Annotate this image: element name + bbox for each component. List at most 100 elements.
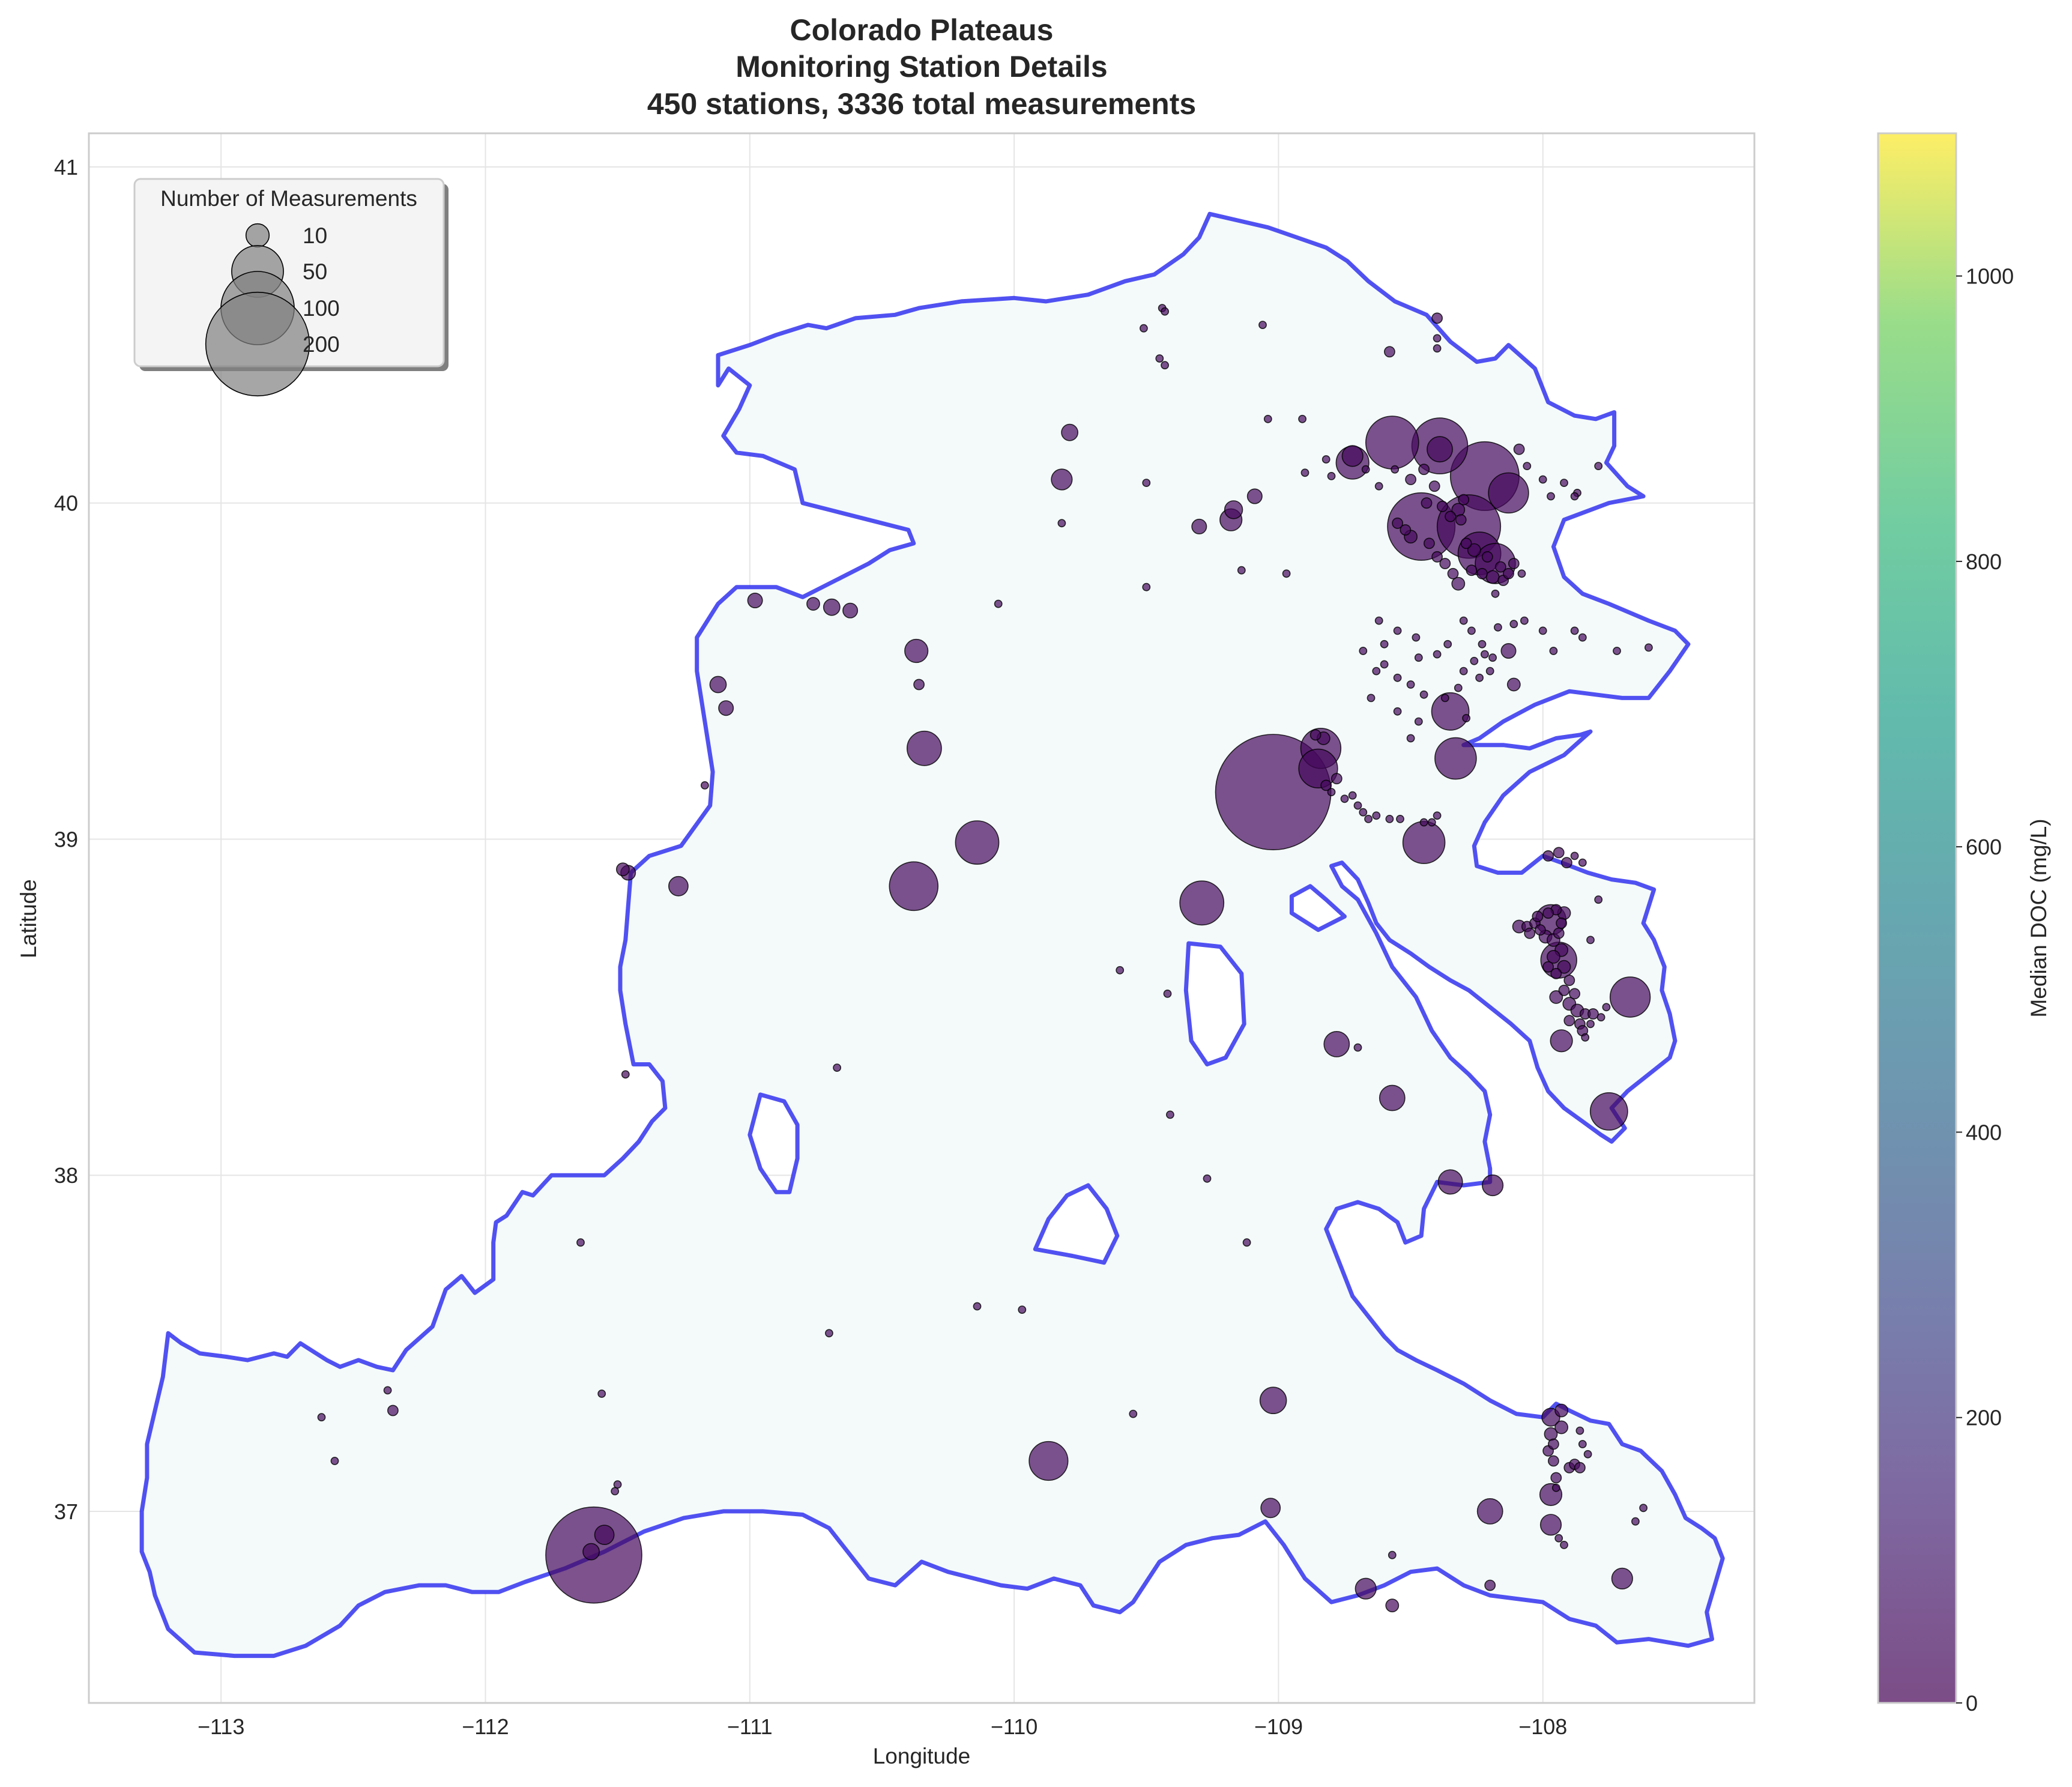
station-point [1547, 1455, 1559, 1467]
station-point [1520, 616, 1529, 625]
station-point [1455, 514, 1467, 526]
colorbar-tick-label: 600 [1966, 835, 2002, 859]
station-point [1485, 667, 1494, 676]
station-point [1546, 950, 1560, 964]
station-point [1631, 1517, 1640, 1526]
station-point [1538, 626, 1547, 635]
legend-title: Number of Measurements [160, 186, 417, 211]
station-point [582, 1543, 600, 1561]
station-point [907, 730, 942, 766]
station-point [1129, 1409, 1138, 1418]
station-point [1447, 567, 1459, 579]
station-point [1353, 1043, 1362, 1052]
x-tick-label: −109 [1254, 1714, 1303, 1739]
station-point [1383, 346, 1395, 358]
station-point [1594, 895, 1603, 904]
x-tick-label: −113 [198, 1714, 244, 1739]
station-point [825, 1329, 833, 1338]
station-point [1380, 660, 1389, 669]
station-point [1538, 475, 1547, 484]
station-point [1539, 1514, 1562, 1536]
station-point [1372, 811, 1381, 820]
station-point [1644, 643, 1653, 652]
station-point [889, 861, 939, 912]
station-point [1191, 518, 1207, 534]
station-point [1609, 976, 1651, 1018]
station-point [1491, 589, 1500, 598]
station-point [1467, 626, 1476, 635]
y-tick-label: 40 [54, 491, 78, 516]
station-point [1549, 990, 1563, 1004]
station-point [1569, 988, 1581, 1000]
station-point [1427, 436, 1453, 463]
station-point [1583, 1450, 1592, 1459]
station-point [1488, 653, 1497, 662]
station-point [1451, 576, 1466, 591]
station-point [594, 1525, 615, 1546]
colorbar-tick-label: 1000 [1966, 264, 2014, 289]
station-point [1602, 1003, 1611, 1012]
station-point [1433, 650, 1442, 659]
x-axis-label: Longitude [873, 1744, 971, 1768]
station-point [1166, 1110, 1174, 1119]
station-point [1542, 850, 1554, 862]
station-point [1458, 494, 1470, 506]
station-point [1423, 537, 1435, 549]
station-point [1534, 924, 1546, 936]
x-tick-label: −108 [1518, 1714, 1567, 1739]
station-point [1282, 569, 1291, 578]
station-point [973, 1302, 982, 1311]
station-point [1563, 975, 1575, 987]
station-point [1589, 1092, 1628, 1131]
plot-frame [88, 132, 1756, 1704]
y-tick-label: 39 [54, 827, 78, 851]
station-point [1364, 815, 1373, 823]
station-point [1427, 818, 1436, 827]
station-point [1365, 416, 1419, 470]
station-point [1500, 643, 1517, 659]
station-point [1466, 564, 1478, 576]
station-point [1018, 1305, 1027, 1314]
station-point [1161, 361, 1169, 370]
legend-label: 50 [303, 259, 327, 284]
station-point [1467, 543, 1481, 557]
station-point [718, 700, 734, 716]
station-point [613, 1480, 622, 1489]
station-point [1434, 737, 1477, 780]
station-point [1484, 1579, 1496, 1591]
station-point [1547, 1438, 1559, 1450]
station-point [833, 1063, 841, 1072]
station-point [1428, 480, 1440, 492]
station-point [1570, 626, 1579, 635]
station-point [701, 781, 709, 790]
station-point [1367, 694, 1376, 703]
station-point [1560, 857, 1572, 869]
station-point [913, 679, 925, 691]
station-point [330, 1457, 339, 1465]
station-point [1493, 623, 1502, 632]
y-axis-label: Latitude [16, 879, 41, 958]
station-point [1476, 567, 1488, 579]
station-point [1140, 324, 1148, 333]
station-point [1155, 354, 1164, 363]
station-point [1380, 640, 1389, 649]
station-point [1298, 414, 1306, 423]
station-point [1300, 468, 1309, 477]
station-point [1260, 1498, 1281, 1519]
station-point [1485, 570, 1500, 584]
station-point [1594, 462, 1603, 470]
station-point [1406, 680, 1415, 689]
station-point [1355, 1577, 1377, 1600]
station-point [1639, 1504, 1648, 1513]
station-point [1374, 616, 1383, 625]
station-point [1163, 990, 1172, 998]
station-point [1405, 474, 1417, 485]
colorbar-gradient [1877, 132, 1957, 1704]
station-point [1436, 500, 1448, 512]
station-point [1393, 707, 1402, 716]
station-point [1203, 1174, 1212, 1183]
station-point [806, 597, 820, 611]
title-line-2: Monitoring Station Details [735, 50, 1107, 83]
station-point [1419, 818, 1428, 827]
station-point [1263, 414, 1272, 423]
